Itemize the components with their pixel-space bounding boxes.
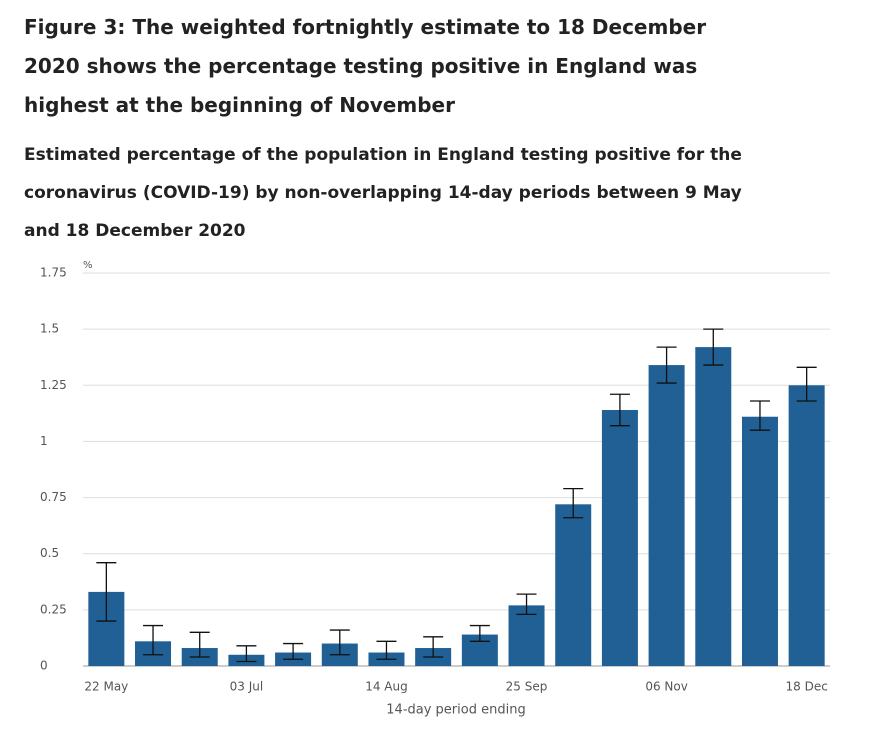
x-tick-label: 25 Sep	[506, 680, 548, 694]
y-tick-label: 0.5	[40, 546, 59, 560]
x-tick-label: 22 May	[84, 680, 128, 694]
y-tick-label: 0.75	[40, 490, 67, 504]
bar	[601, 409, 638, 666]
y-tick-label: 1	[40, 434, 48, 448]
x-axis-label: 14-day period ending	[386, 703, 525, 718]
x-tick-label: 06 Nov	[645, 680, 688, 694]
bar	[555, 504, 592, 666]
x-tick-label: 14 Aug	[365, 680, 408, 694]
y-unit: %	[83, 260, 93, 271]
chart-subtitle: Estimated percentage of the population i…	[24, 145, 742, 241]
bar	[695, 347, 732, 666]
y-tick-label: 1.75	[40, 266, 67, 280]
bar	[788, 385, 825, 666]
bar	[648, 365, 685, 666]
bar	[508, 605, 545, 666]
y-tick-label: 1.5	[40, 322, 59, 336]
x-tick-label: 18 Dec	[786, 680, 828, 694]
y-tick-label: 1.25	[40, 378, 67, 392]
x-tick-label: 03 Jul	[230, 680, 264, 694]
chart-title: Figure 3: The weighted fortnightly estim…	[24, 15, 707, 117]
y-tick-label: 0	[40, 659, 48, 673]
bar	[741, 416, 778, 666]
y-tick-label: 0.25	[40, 602, 67, 616]
